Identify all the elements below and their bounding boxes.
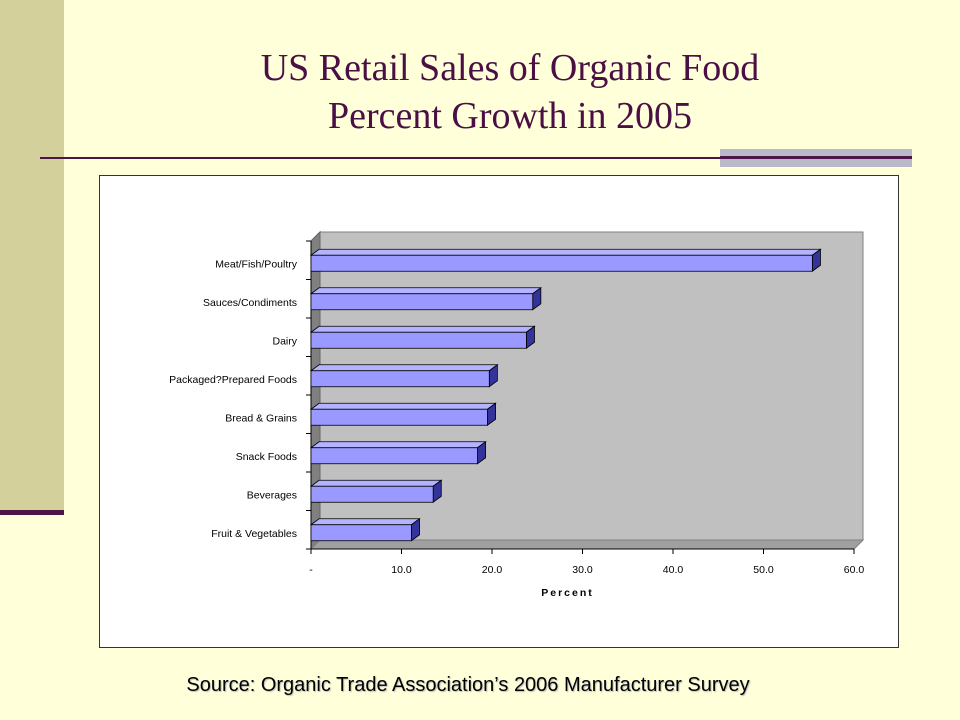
bar-top-face — [309, 441, 487, 449]
bar-top-face — [309, 364, 499, 372]
category-label: Bread & Grains — [225, 412, 297, 424]
left-accent-line — [0, 510, 64, 515]
chart-frame: Meat/Fish/Poultry Sauces/Condiments Dairy P… — [99, 175, 899, 648]
source-note: Source: Organic Trade Association’s 2006… — [186, 674, 750, 696]
bar-top-face — [309, 518, 421, 526]
bar — [310, 254, 813, 272]
category-label: Beverages — [247, 489, 297, 501]
category-label: Sauces/Condiments — [203, 297, 297, 309]
bar — [310, 331, 527, 349]
bar-top-face — [309, 479, 443, 487]
x-tick-label: 50.0 — [753, 564, 774, 576]
x-tick-label: 10.0 — [391, 564, 412, 576]
bar-top-face — [309, 325, 536, 333]
slide-title: US Retail Sales of Organic Food Percent … — [100, 44, 920, 140]
bar — [310, 293, 534, 311]
bar — [310, 485, 434, 503]
x-tick-label: 60.0 — [844, 564, 865, 576]
bar-top-face — [309, 287, 543, 295]
category-label: Packaged?Prepared Foods — [169, 374, 297, 386]
bar — [310, 408, 488, 426]
x-tick-label: - — [309, 564, 313, 576]
title-line-2: Percent Growth in 2005 — [327, 95, 693, 137]
bar-chart: Meat/Fish/Poultry Sauces/Condiments Dairy P… — [169, 230, 865, 599]
bar — [310, 447, 478, 465]
x-tick-label: 20.0 — [482, 564, 503, 576]
x-tick-label: 30.0 — [572, 564, 593, 576]
bar-top-face — [309, 402, 497, 410]
category-label: Dairy — [272, 335, 297, 347]
x-axis-title: Percent — [541, 587, 594, 599]
category-label: Meat/Fish/Poultry — [215, 258, 297, 270]
bar — [310, 524, 412, 542]
category-label: Snack Foods — [236, 451, 297, 463]
title-rule — [40, 157, 912, 159]
bar — [310, 370, 490, 388]
title-rule-accent-line — [720, 156, 912, 159]
title-line-1: US Retail Sales of Organic Food — [260, 47, 760, 89]
x-tick-label: 40.0 — [663, 564, 684, 576]
category-label: Fruit & Vegetables — [211, 528, 297, 540]
left-accent-band — [0, 0, 64, 512]
plot-area-floor — [309, 539, 865, 550]
bar-top-face — [309, 248, 822, 256]
